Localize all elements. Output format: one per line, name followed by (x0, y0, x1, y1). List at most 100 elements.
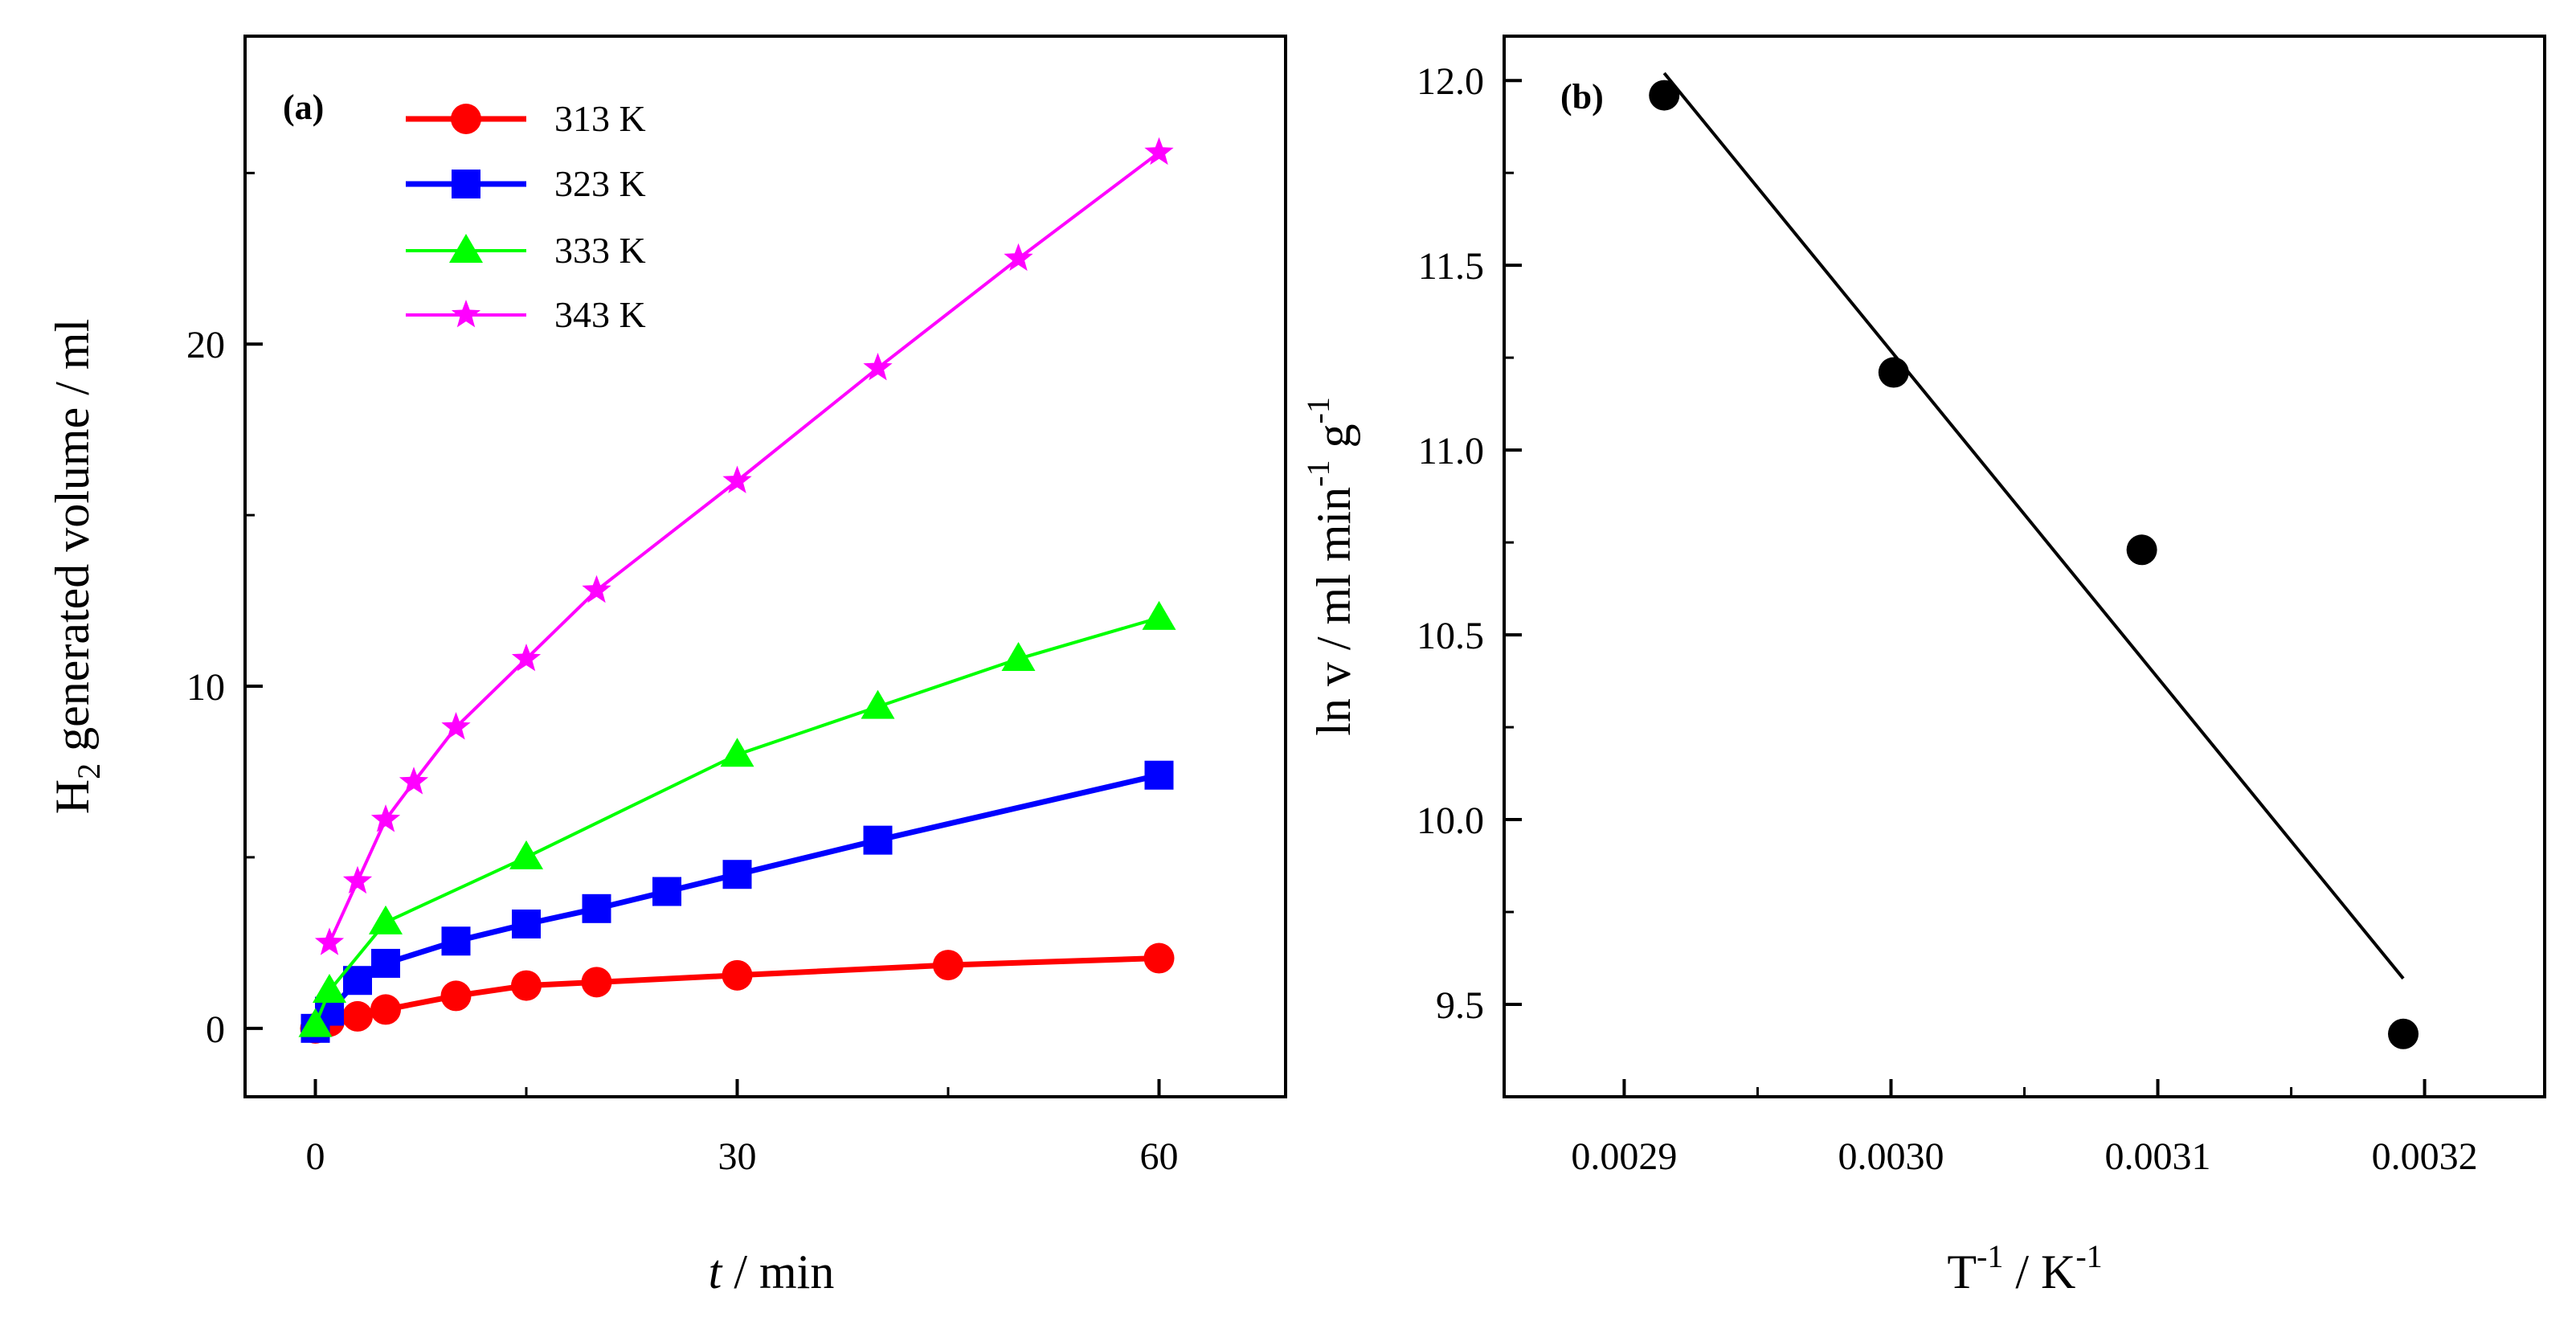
panel-a-label: (a) (283, 88, 324, 127)
data-point-333k (369, 905, 403, 934)
fit-line (1662, 72, 2405, 980)
data-point-343k (370, 804, 401, 832)
panel-b-series (1649, 72, 2419, 1049)
legend-marker-323k (452, 170, 480, 198)
panel-a-x-tick-label: 30 (718, 1135, 757, 1178)
series-313k (300, 943, 1175, 1044)
panel-b-x-axis-label-mid: / K (2003, 1245, 2075, 1298)
panel-b-label: (b) (1560, 77, 1604, 117)
legend-marker-333k (449, 234, 483, 263)
legend-label-333k: 333 K (554, 230, 646, 271)
panel-b-y-axis-label: ln v / ml min-1 g-1 (1300, 397, 1360, 736)
data-point-343k (1144, 137, 1174, 166)
data-point-343k (582, 574, 611, 603)
data-point-333k (1001, 641, 1036, 671)
data-point-323k (371, 948, 400, 978)
data-point-333k (509, 840, 543, 869)
panel-a-y-tick-label: 0 (206, 1008, 225, 1051)
data-point-313k (722, 959, 753, 991)
panel-a-y-tick-label: 10 (186, 666, 225, 709)
data-point-333k (861, 689, 895, 719)
panel-a-x-tick-label: 60 (1140, 1135, 1179, 1178)
data-point-333k (720, 738, 754, 767)
panel-b-y-axis-label-sup2: -1 (1300, 397, 1336, 423)
panel-b-y-axis-label-sup1: -1 (1300, 460, 1336, 486)
panel-a-frame (243, 35, 1287, 1098)
data-point-323k (512, 909, 541, 938)
panel-b-y-tick-label: 11.5 (1418, 245, 1484, 288)
panel-b-tick-labels: 0.0029 0.0030 0.0031 0.0032 9.5 10.0 10.5 11.0 1… (1417, 60, 2478, 1178)
panel-b-ticks (1504, 79, 2427, 1097)
panel-a-legend: 313 K 323 K 333 K 343 K (406, 98, 646, 335)
data-point-323k (582, 893, 611, 923)
legend-marker-343k (451, 300, 481, 328)
series-333k (298, 600, 1176, 1037)
data-point-323k (1144, 760, 1174, 790)
data-point-323k (652, 877, 681, 906)
panel-a-x-axis-label-unit: / min (722, 1245, 834, 1298)
panel-b-y-axis-label-main: ln v / ml min (1307, 487, 1360, 736)
panel-a-y-axis-label-main: H (46, 779, 99, 814)
panel-a-y-axis-label-rest: generated volume / ml (46, 319, 99, 763)
panel-a-x-axis-label: t / min (709, 1245, 835, 1298)
panel-b-frame (1503, 35, 2546, 1098)
data-point (1649, 80, 1680, 111)
data-point-323k (343, 966, 372, 996)
panel-b-y-tick-label: 10.0 (1417, 799, 1484, 842)
data-point-323k (441, 926, 471, 956)
legend-label-313k: 313 K (554, 98, 646, 139)
legend-label-343k: 343 K (554, 294, 646, 335)
panel-b-y-tick-label: 9.5 (1436, 984, 1484, 1027)
panel-b-x-axis-label: T-1 / K-1 (1947, 1238, 2102, 1298)
panel-a: 0 30 60 0 10 20 (a) 313 K 323 K 333 K 343 K t… (46, 35, 1287, 1298)
data-point (2388, 1018, 2419, 1049)
data-point-333k (313, 974, 346, 1003)
data-point-323k (863, 825, 893, 855)
panel-b-y-axis-label-mid: g (1307, 423, 1360, 460)
panel-a-y-tick-label: 20 (186, 324, 225, 366)
data-point-343k (722, 465, 752, 493)
data-point-343k (863, 353, 893, 381)
series-line-333k (313, 615, 1160, 1026)
data-point-333k (1142, 600, 1176, 630)
panel-b-x-tick-label: 0.0031 (2105, 1135, 2211, 1178)
panel-a-tick-labels: 0 30 60 0 10 20 (186, 324, 1179, 1178)
data-point-313k (581, 967, 612, 998)
data-point-343k (399, 767, 429, 795)
data-point-313k (933, 950, 963, 981)
panel-b-x-tick-label: 0.0029 (1571, 1135, 1677, 1178)
data-point-343k (511, 644, 542, 672)
data-point-333k (298, 1008, 333, 1037)
panel-b: 0.0029 0.0030 0.0031 0.0032 9.5 10.0 10.5 11.0 1… (1300, 35, 2546, 1298)
data-point-313k (511, 970, 542, 1001)
panel-a-x-axis-label-var: t (709, 1245, 723, 1298)
panel-b-x-tick-label: 0.0030 (1838, 1135, 1944, 1178)
series-line-343k (328, 151, 1160, 944)
data-point (2126, 534, 2157, 566)
data-point-313k (1143, 943, 1175, 974)
series-343k (314, 137, 1174, 955)
panel-a-y-axis-label: H2 generated volume / ml (46, 319, 107, 815)
legend-marker-313k (451, 104, 481, 134)
panel-b-x-axis-label-sup2: -1 (2075, 1238, 2102, 1274)
data-point-313k (440, 980, 472, 1012)
data-point-323k (722, 860, 752, 889)
data-point-343k (1004, 243, 1033, 272)
data-point-343k (314, 927, 345, 955)
data-point-313k (342, 1000, 373, 1032)
panel-b-x-tick-label: 0.0032 (2372, 1135, 2478, 1178)
data-point-343k (342, 865, 373, 894)
data-point (1878, 357, 1909, 388)
panel-b-y-tick-label: 10.5 (1417, 615, 1484, 657)
legend-label-323k: 323 K (554, 163, 646, 204)
panel-b-y-tick-label: 11.0 (1418, 430, 1484, 472)
panel-b-x-axis-label-sup1: -1 (1977, 1238, 2003, 1274)
data-point-313k (370, 994, 401, 1025)
panel-b-x-axis-label-main: T (1947, 1245, 1977, 1298)
panel-a-series (298, 137, 1176, 1044)
panel-a-y-axis-label-sub: 2 (71, 763, 107, 779)
panel-a-ticks (245, 171, 1161, 1097)
data-point-343k (441, 712, 471, 740)
